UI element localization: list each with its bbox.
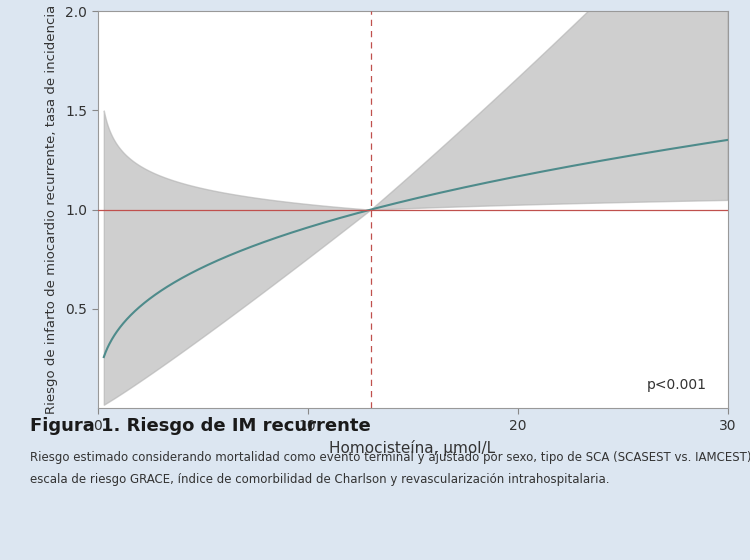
Text: p<0.001: p<0.001	[646, 378, 706, 392]
X-axis label: Homocisteína, μmol/L: Homocisteína, μmol/L	[329, 440, 496, 455]
Text: Riesgo estimado considerando mortalidad como evento terminal y ajustado por sexo: Riesgo estimado considerando mortalidad …	[30, 451, 750, 464]
Text: Figura 1. Riesgo de IM recurrente: Figura 1. Riesgo de IM recurrente	[30, 417, 370, 435]
Y-axis label: Riesgo de infarto de miocardio recurrente, tasa de incidencia: Riesgo de infarto de miocardio recurrent…	[45, 5, 58, 414]
Text: escala de riesgo GRACE, índice de comorbilidad de Charlson y revascularización i: escala de riesgo GRACE, índice de comorb…	[30, 473, 610, 486]
